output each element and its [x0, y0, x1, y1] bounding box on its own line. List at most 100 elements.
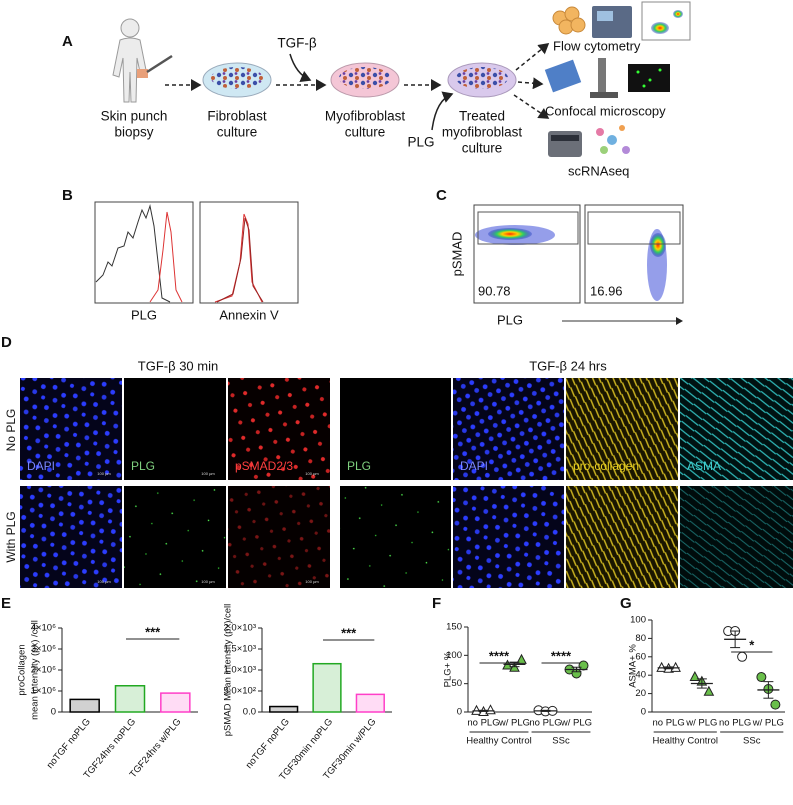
- assay-label: scRNAseq: [568, 163, 629, 178]
- confocal-icons: [544, 58, 670, 98]
- monitor-dot: [636, 70, 640, 74]
- microscope-base: [590, 92, 618, 98]
- micrograph: [453, 378, 564, 480]
- bar: [160, 692, 191, 713]
- panel-label: B: [62, 187, 73, 204]
- x-axis-label: PLG: [497, 312, 523, 327]
- group-label: SSc: [552, 736, 570, 747]
- condition-title: TGF-β 24 hrs: [529, 358, 607, 373]
- bar: [114, 685, 146, 713]
- group-label: Healthy Control: [653, 736, 718, 747]
- row-label: With PLG: [4, 511, 18, 562]
- x-tick-label: no PLG: [467, 718, 499, 729]
- panel-label: A: [62, 33, 73, 50]
- step-label: biopsy: [114, 125, 153, 140]
- slide-icon: [544, 59, 582, 93]
- significance-label: ****: [489, 648, 510, 663]
- bar: [312, 662, 342, 713]
- point: [737, 651, 748, 662]
- y-axis-label: pSMAD: [449, 232, 464, 277]
- micrograph: [228, 486, 330, 588]
- significance-label: ***: [341, 625, 357, 640]
- histogram-frame: [199, 201, 299, 304]
- histogram-curve: [216, 217, 264, 303]
- bar: [355, 693, 385, 713]
- step-label: culture: [217, 125, 258, 140]
- scatter-frame: [584, 204, 684, 304]
- arrow: [431, 91, 454, 131]
- y-tick-label: 1.0×10³: [224, 665, 257, 676]
- plot-blob: [651, 22, 669, 34]
- micrograph: [20, 486, 122, 588]
- dish-cells: [456, 67, 508, 89]
- gate: [587, 211, 681, 245]
- cytometer-screen: [597, 11, 613, 21]
- y-tick-label: 2.0×10³: [224, 623, 257, 634]
- channel-label: PLG: [347, 459, 371, 473]
- histogram-curve: [214, 213, 263, 303]
- channel-label: pro-collagen: [573, 459, 639, 473]
- step-label: Treated: [459, 109, 505, 124]
- gate: [477, 211, 579, 245]
- micrograph: [680, 486, 793, 588]
- scale-bar-label: 100 µm: [201, 471, 215, 476]
- x-tick-label: w/ PLG: [498, 718, 530, 729]
- head: [120, 18, 140, 38]
- channel-label: PLG: [131, 459, 155, 473]
- micrograph: [566, 486, 678, 588]
- step-label: Myofibroblast: [325, 109, 406, 124]
- x-axis-label: PLG: [131, 307, 157, 322]
- gate-value: 90.78: [478, 283, 511, 298]
- y-tick-label: 1.5×10³: [224, 644, 257, 655]
- significance-label: ***: [145, 624, 161, 639]
- arrow: [515, 43, 550, 71]
- y-tick-label: 20: [635, 688, 646, 699]
- significance-label: *: [749, 637, 755, 652]
- treatment-label: TGF-β: [277, 36, 316, 51]
- density-core: [488, 228, 532, 240]
- dish-cells: [339, 67, 391, 89]
- plot-blob: [673, 10, 683, 18]
- x-tick-label: w/ PLG: [752, 718, 784, 729]
- panel-label: D: [1, 334, 12, 351]
- scale-bar-label: 100 µm: [305, 579, 319, 584]
- y-tick-label: 100: [446, 650, 462, 661]
- treatment-label: PLG: [407, 135, 434, 150]
- channel-label: pSMAD2/3: [235, 459, 293, 473]
- panel-label: C: [436, 187, 447, 204]
- y-axis-label: PLG+ %: [443, 651, 454, 687]
- micrograph: [124, 378, 226, 480]
- sequencing-icons: [548, 125, 630, 157]
- histogram-curve: [149, 211, 183, 303]
- micrograph: [228, 378, 330, 480]
- point: [516, 653, 527, 664]
- scalpel: [146, 54, 173, 74]
- flow-icons: [552, 1, 691, 41]
- person-icon: [112, 18, 148, 103]
- condition-title: TGF-β 30 min: [138, 358, 218, 373]
- x-tick-label: w/ PLG: [685, 718, 717, 729]
- umap-cluster: [607, 135, 617, 145]
- scale-bar-label: 100 µm: [305, 471, 319, 476]
- x-tick-label: no PLG: [719, 718, 751, 729]
- point: [578, 660, 589, 671]
- arrow: [289, 53, 312, 82]
- panel-label: G: [620, 595, 632, 612]
- y-axis-label: mean intensity (px) /cell: [30, 620, 41, 720]
- sequencer-icon: [548, 131, 582, 157]
- y-tick-label: 0: [641, 707, 646, 718]
- micrograph: [566, 378, 678, 480]
- step-label: culture: [462, 141, 503, 156]
- channel-label: DAPI: [460, 459, 488, 473]
- y-tick-label: 0: [457, 707, 462, 718]
- scale-bar-label: 100 µm: [97, 579, 111, 584]
- panel-label: F: [432, 595, 441, 612]
- plot-icon: [641, 1, 691, 41]
- arrow: [513, 94, 550, 119]
- y-tick-label: 80: [635, 633, 646, 644]
- row-label: No PLG: [4, 409, 18, 452]
- cell-icon: [570, 17, 586, 33]
- step-label: myofibroblast: [442, 125, 523, 140]
- bar: [69, 698, 100, 713]
